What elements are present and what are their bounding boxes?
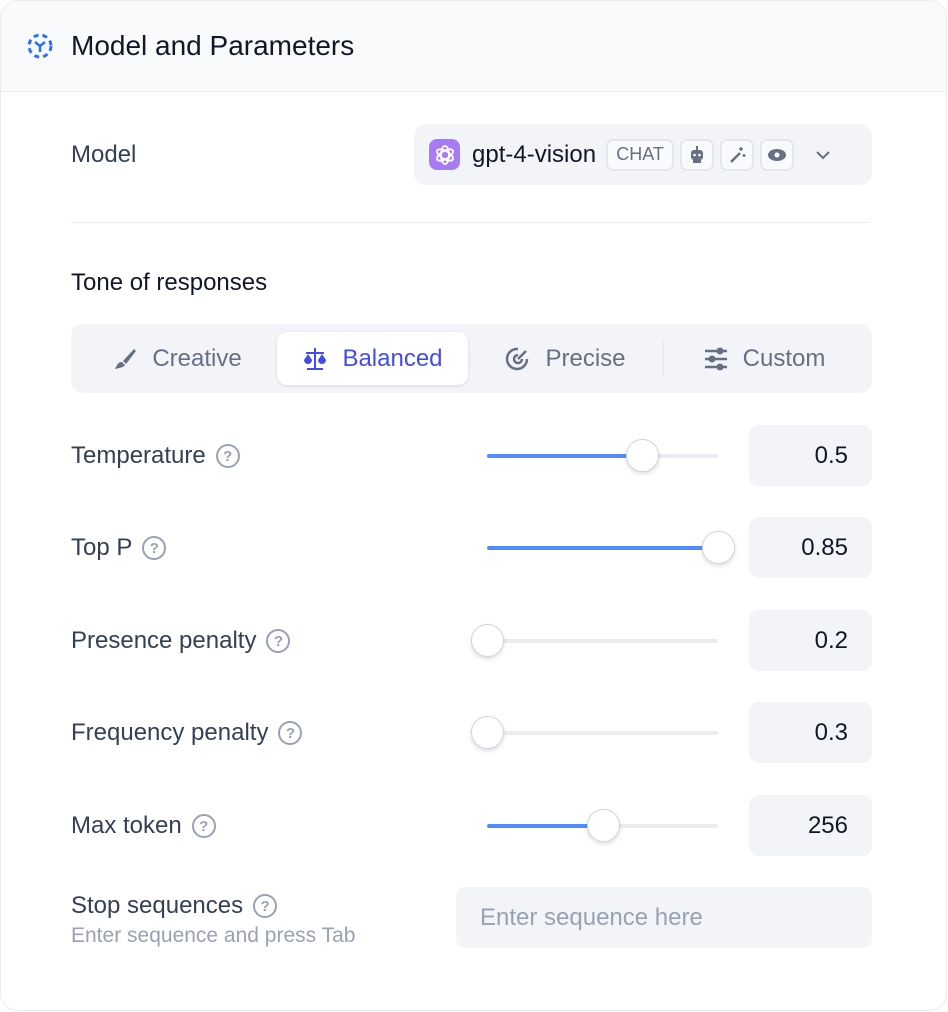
- magic-wand-icon: [720, 138, 755, 171]
- panel-header: Model and Parameters: [1, 1, 946, 92]
- param-value-input[interactable]: 0.2: [749, 610, 872, 671]
- divider: [71, 222, 870, 223]
- param-row: Top P?: [71, 530, 870, 566]
- param-row: Max token?: [71, 808, 870, 844]
- slider-thumb[interactable]: [586, 809, 620, 842]
- param-row: Temperature?: [71, 438, 870, 474]
- param-row: Presence penalty?: [71, 623, 870, 659]
- param-label: Presence penalty: [71, 627, 257, 654]
- help-icon[interactable]: ?: [253, 894, 278, 918]
- tab-balanced[interactable]: Balanced: [277, 332, 468, 385]
- tab-custom[interactable]: Custom: [664, 332, 864, 385]
- param-slider[interactable]: [471, 624, 718, 657]
- tab-label: Balanced: [342, 344, 443, 372]
- chat-badge: CHAT: [606, 138, 675, 171]
- scale-icon: [304, 347, 327, 370]
- tone-label: Tone of responses: [71, 269, 268, 296]
- slider-fill: [487, 824, 603, 828]
- tab-separator: [663, 339, 664, 378]
- stop-sequences-label: Stop sequences?: [71, 892, 278, 920]
- tab-creative[interactable]: Creative: [77, 332, 277, 385]
- param-label: Temperature: [71, 442, 206, 469]
- param-slider[interactable]: [471, 716, 718, 749]
- param-slider[interactable]: [487, 531, 735, 564]
- param-value-input[interactable]: 0.3: [749, 702, 872, 763]
- param-label: Max token: [71, 812, 182, 839]
- param-value-input[interactable]: 0.5: [749, 425, 872, 486]
- help-icon[interactable]: ?: [266, 629, 291, 653]
- chevron-down-icon[interactable]: [814, 149, 832, 161]
- slider-fill: [487, 546, 718, 550]
- stop-sequences-hint: Enter sequence and press Tab: [71, 924, 356, 947]
- openai-logo-icon: [429, 139, 460, 170]
- dashed-cube-icon: [27, 33, 53, 59]
- param-row: Frequency penalty?: [71, 715, 870, 751]
- param-label: Top P: [71, 534, 133, 561]
- stop-label-text: Stop sequences: [71, 892, 244, 919]
- eye-icon: [760, 138, 795, 171]
- param-slider[interactable]: [487, 439, 718, 472]
- tab-label: Creative: [152, 344, 242, 372]
- help-icon[interactable]: ?: [215, 444, 240, 468]
- model-selector[interactable]: gpt-4-vision CHAT: [414, 124, 872, 185]
- slider-thumb[interactable]: [625, 439, 659, 472]
- slider-thumb[interactable]: [702, 531, 735, 564]
- param-slider[interactable]: [487, 809, 718, 842]
- help-icon[interactable]: ?: [142, 536, 167, 560]
- help-icon[interactable]: ?: [278, 721, 303, 745]
- tone-tabs: Creative Balanced Precise Custom: [71, 324, 872, 393]
- model-label: Model: [71, 141, 137, 168]
- robot-icon: [680, 138, 715, 171]
- tab-precise[interactable]: Precise: [468, 332, 663, 385]
- param-value-input[interactable]: 0.85: [749, 517, 872, 578]
- model-name: gpt-4-vision: [472, 140, 597, 168]
- sliders-icon: [704, 347, 727, 370]
- target-icon: [506, 347, 529, 370]
- stop-sequence-input[interactable]: [456, 887, 872, 948]
- param-label: Frequency penalty: [71, 719, 269, 746]
- panel-title: Model and Parameters: [71, 30, 355, 61]
- tab-label: Precise: [545, 344, 626, 372]
- slider-thumb[interactable]: [471, 716, 504, 749]
- slider-thumb[interactable]: [471, 624, 504, 657]
- tab-label: Custom: [742, 344, 826, 372]
- brush-icon: [115, 348, 137, 369]
- slider-fill: [487, 454, 642, 458]
- help-icon[interactable]: ?: [191, 814, 216, 838]
- param-value-input[interactable]: 256: [749, 795, 872, 856]
